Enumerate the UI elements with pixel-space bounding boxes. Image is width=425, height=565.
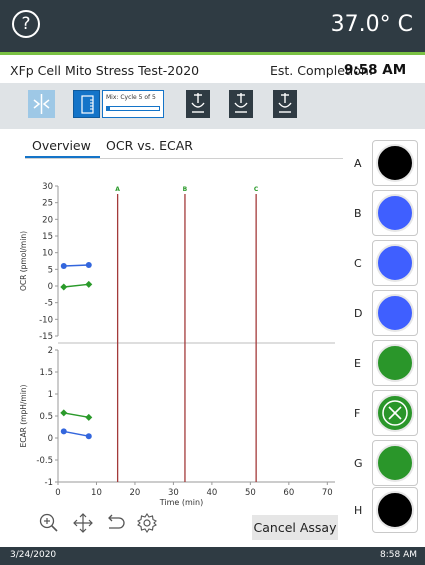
y-tick-label: 5 — [48, 265, 53, 275]
data-point — [85, 280, 93, 288]
series-line — [63, 283, 89, 288]
x-tick-label: 0 — [55, 488, 60, 498]
y-tick-label: 25 — [42, 199, 53, 209]
y-tick-label: 2 — [48, 346, 53, 356]
well-label: B — [354, 207, 362, 220]
y-tick-label: 1 — [48, 390, 53, 400]
well-indicator — [376, 491, 414, 529]
settings-icon[interactable] — [136, 512, 158, 538]
zoom-in-icon[interactable] — [38, 512, 60, 538]
data-point — [85, 262, 92, 268]
y-tick-label: 0 — [48, 434, 53, 444]
well-indicator — [376, 444, 414, 482]
y-tick-label: -1 — [45, 478, 53, 488]
undo-icon[interactable] — [103, 512, 125, 538]
y-tick-label: 15 — [42, 232, 53, 242]
mix-progress-bar — [106, 106, 160, 111]
injection-port-b-icon[interactable] — [229, 90, 253, 118]
x-tick-label: 20 — [130, 488, 141, 498]
est-completion-label: Est. Completion: — [270, 63, 374, 78]
data-point — [85, 433, 92, 440]
well-indicator — [376, 294, 414, 332]
temperature-readout: 37.0° C — [330, 12, 413, 37]
est-completion-time: 9:58 AM — [344, 62, 407, 78]
status-date: 3/24/2020 — [10, 550, 57, 560]
y-tick-label: 0 — [48, 282, 53, 292]
y-tick-label: 10 — [42, 249, 53, 259]
mix-icon[interactable] — [73, 90, 100, 118]
x-tick-label: 10 — [91, 488, 102, 498]
x-tick-label: 40 — [206, 488, 217, 498]
close-icon — [382, 400, 408, 426]
status-accent-line — [0, 52, 425, 55]
injection-port-a-icon[interactable] — [186, 90, 210, 118]
status-time: 8:58 AM — [380, 550, 417, 560]
well-label: E — [354, 357, 361, 370]
well-label: H — [354, 504, 363, 517]
info-bar — [0, 55, 425, 83]
tab-divider — [25, 158, 343, 159]
injection-label: B — [183, 186, 188, 193]
y-tick-label: -10 — [39, 315, 53, 325]
mix-cycle-label: Mix: Cycle 5 of 5 — [106, 94, 156, 101]
top-bar — [0, 0, 425, 52]
well-indicator — [376, 144, 414, 182]
help-icon[interactable]: ? — [12, 10, 40, 38]
data-point — [60, 283, 68, 291]
tab-ocr-vs-ecar[interactable]: OCR vs. ECAR — [106, 138, 193, 153]
y-tick-label: 30 — [42, 182, 53, 192]
x-tick-label: 70 — [322, 488, 333, 498]
x-tick-label: 60 — [283, 488, 294, 498]
data-point — [60, 409, 68, 417]
status-bar — [0, 547, 425, 565]
series-line — [63, 412, 89, 419]
well-label: D — [354, 307, 363, 320]
injection-label: A — [115, 186, 120, 193]
y-tick-label: 1.5 — [39, 368, 53, 378]
y-tick-label: 0.5 — [39, 412, 53, 422]
series-line — [63, 264, 89, 267]
injection-port-c-icon[interactable] — [273, 90, 297, 118]
well-indicator — [376, 244, 414, 282]
well-indicator — [376, 344, 414, 382]
data-point — [60, 263, 67, 269]
well-label: A — [354, 157, 362, 170]
series-line — [63, 430, 89, 437]
x-tick-label: 50 — [245, 488, 256, 498]
data-point — [85, 413, 93, 421]
mix-step-status — [102, 90, 164, 118]
well-label: G — [354, 457, 363, 470]
move-icon[interactable] — [72, 512, 94, 538]
y-tick-label: 20 — [42, 215, 53, 225]
well-excluded-indicator — [376, 394, 414, 432]
active-tab-indicator — [25, 156, 100, 158]
calibration-icon[interactable] — [28, 90, 55, 118]
injection-label: C — [254, 186, 259, 193]
y-axis-label: OCR (pmol/min) — [19, 231, 28, 291]
protocol-step-bar — [0, 83, 425, 129]
well-indicator — [376, 194, 414, 232]
y-tick-label: -5 — [45, 299, 53, 309]
x-tick-label: 30 — [168, 488, 179, 498]
well-label: C — [354, 257, 362, 270]
assay-name: XFp Cell Mito Stress Test-2020 — [10, 63, 200, 78]
mix-progress-fill — [107, 107, 110, 110]
cancel-assay-button[interactable]: Cancel Assay — [252, 515, 338, 540]
data-point — [60, 428, 67, 435]
tab-overview[interactable]: Overview — [32, 138, 91, 153]
y-tick-label: -15 — [39, 332, 53, 342]
y-axis-label: ECAR (mpH/min) — [19, 384, 28, 447]
x-axis-label: Time (min) — [159, 498, 203, 507]
well-label: F — [354, 407, 361, 420]
y-tick-label: -0.5 — [36, 456, 53, 466]
